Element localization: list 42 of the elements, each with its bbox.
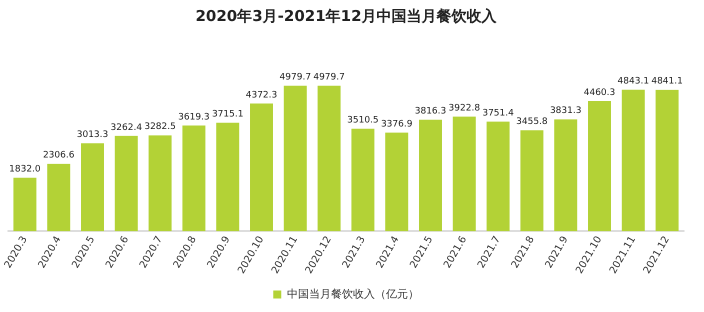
bar	[182, 126, 206, 232]
data-label: 3922.8	[448, 103, 480, 114]
data-label: 1832.0	[9, 164, 41, 175]
data-label: 3831.3	[550, 106, 582, 116]
data-label: 3262.4	[110, 122, 142, 133]
data-label: 4372.3	[246, 90, 278, 100]
data-label: 3816.3	[414, 106, 446, 117]
data-label: 3510.5	[347, 116, 379, 126]
bar	[622, 90, 645, 232]
chart-title: 2020年3月-2021年12月中国当月餐饮收入	[195, 6, 498, 25]
data-label: 3376.9	[380, 119, 413, 130]
bar	[486, 122, 510, 232]
bar	[419, 120, 442, 232]
bar	[656, 90, 679, 232]
data-label: 2306.6	[42, 150, 75, 161]
data-label: 4979.7	[313, 72, 345, 83]
data-label: 4843.1	[618, 76, 650, 87]
bar	[452, 116, 476, 232]
bar	[81, 143, 104, 232]
bar	[114, 136, 138, 232]
bar	[318, 86, 341, 232]
data-label: 3455.8	[516, 117, 548, 128]
data-label: 3619.3	[178, 112, 210, 122]
bar	[385, 132, 408, 232]
bar	[520, 130, 544, 232]
bar	[47, 164, 70, 232]
bar	[351, 128, 374, 232]
bar	[588, 100, 611, 232]
bar	[284, 86, 307, 232]
bar	[216, 122, 240, 232]
data-label: 4979.7	[280, 72, 312, 83]
data-label: 4841.1	[651, 76, 683, 87]
bar	[554, 119, 578, 232]
bar	[13, 178, 36, 232]
data-label: 3013.3	[76, 130, 108, 140]
data-label: 3715.1	[212, 110, 244, 120]
bar	[148, 135, 172, 232]
bar	[250, 104, 273, 232]
data-label: 3282.5	[144, 122, 176, 132]
data-label: 3751.4	[482, 108, 514, 118]
data-label: 4460.3	[584, 88, 616, 98]
legend-label: 中国当月餐饮收入（亿元）	[286, 287, 419, 300]
